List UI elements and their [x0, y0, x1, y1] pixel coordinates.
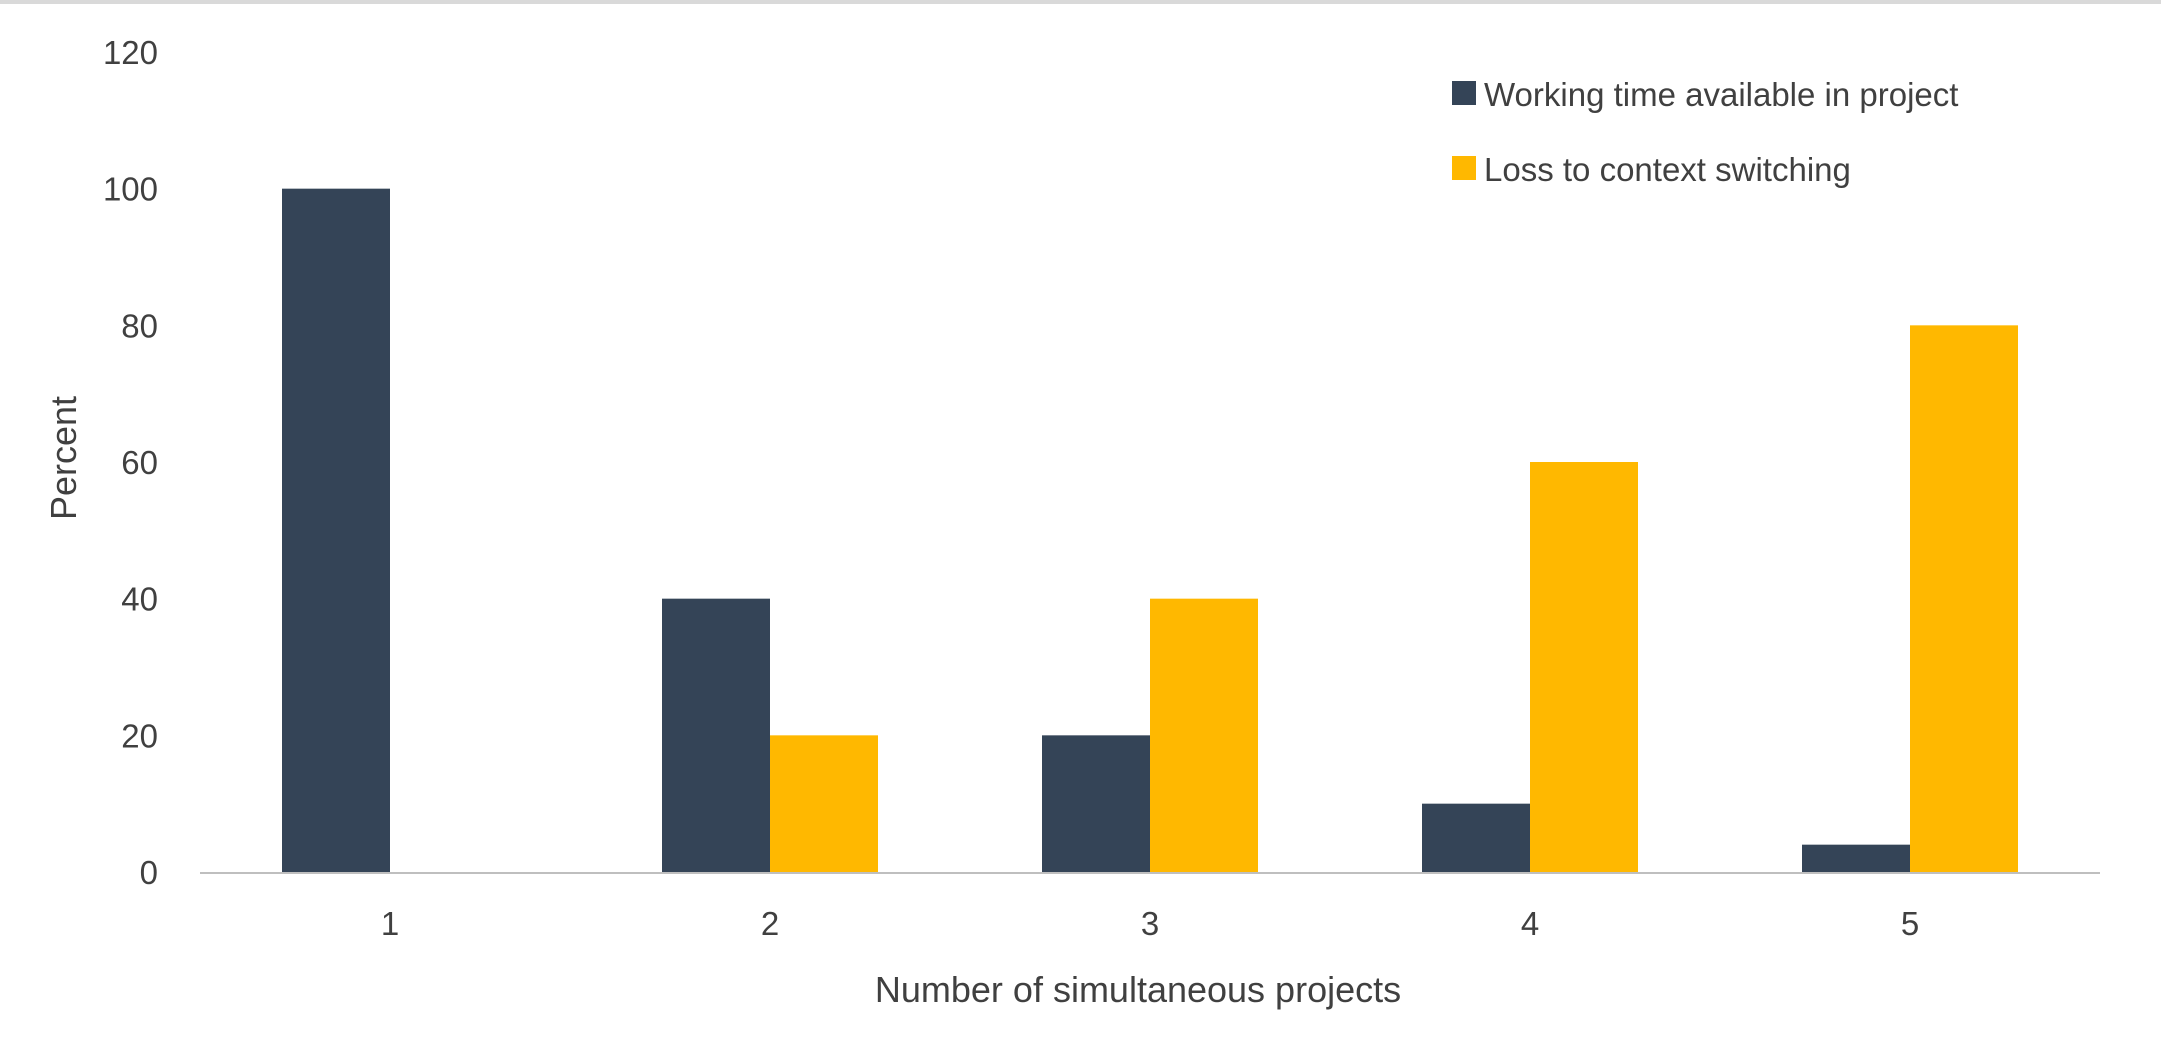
- bar-series-1-category-5: [1802, 844, 1910, 872]
- x-tick-label: 3: [1141, 905, 1159, 942]
- bar-series-2-category-3: [1150, 598, 1258, 872]
- bar-series-2-category-4: [1530, 462, 1638, 872]
- top-border: [0, 0, 2161, 4]
- y-tick-label: 120: [103, 34, 158, 71]
- y-tick-label: 100: [103, 171, 158, 208]
- bar-series-2-category-5: [1910, 325, 2018, 872]
- x-tick-label: 5: [1901, 905, 1919, 942]
- legend-label-2: Loss to context switching: [1484, 151, 1851, 188]
- legend-swatch-2: [1452, 156, 1476, 180]
- bar-series-1-category-1: [282, 188, 390, 872]
- x-tick-label: 1: [381, 905, 399, 942]
- legend: Working time available in project Loss to…: [1452, 76, 1958, 188]
- bar-series-1-category-4: [1422, 803, 1530, 872]
- bar-series-2-category-2: [770, 735, 878, 872]
- y-tick-label: 60: [121, 444, 158, 481]
- y-tick-label: 20: [121, 717, 158, 754]
- legend-label-1: Working time available in project: [1484, 76, 1958, 113]
- x-axis-ticks: 1 2 3 4 5: [381, 905, 1919, 942]
- bar-series-1-category-2: [662, 598, 770, 872]
- x-tick-label: 2: [761, 905, 779, 942]
- x-axis-title: Number of simultaneous projects: [875, 969, 1401, 1010]
- y-tick-label: 80: [121, 307, 158, 344]
- bars: [282, 188, 2018, 872]
- x-tick-label: 4: [1521, 905, 1539, 942]
- y-axis-title: Percent: [43, 396, 84, 520]
- y-tick-label: 40: [121, 581, 158, 618]
- y-axis-ticks: 0 20 40 60 80 100 120: [103, 34, 158, 891]
- y-tick-label: 0: [140, 854, 158, 891]
- legend-swatch-1: [1452, 81, 1476, 105]
- bar-series-1-category-3: [1042, 735, 1150, 872]
